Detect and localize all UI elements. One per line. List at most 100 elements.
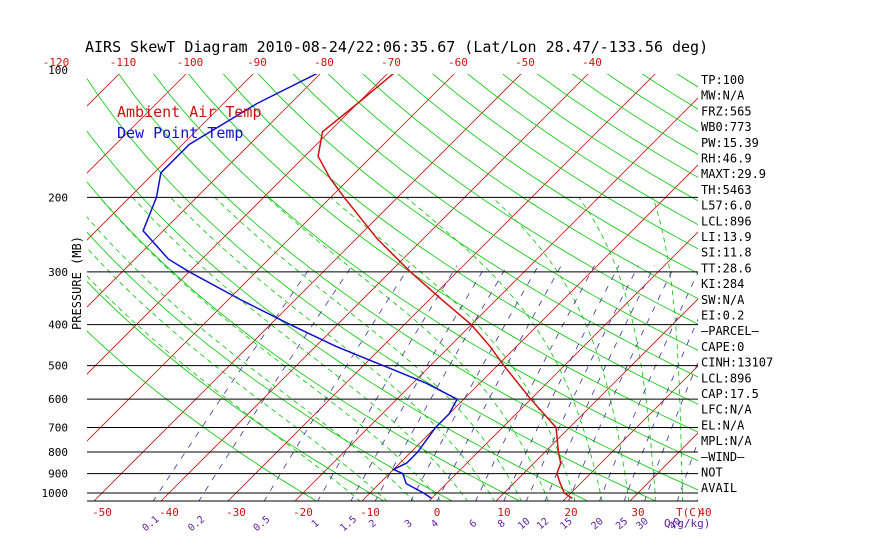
isotherm-line <box>830 70 870 502</box>
top-temp-tick-label: -60 <box>448 56 468 69</box>
pressure-tick-label: 600 <box>48 393 68 406</box>
pressure-tick-label: 500 <box>48 360 68 373</box>
index-label: KI:284 <box>701 277 744 291</box>
pressure-tick-label: 800 <box>48 446 68 459</box>
isotherm-line <box>87 74 254 241</box>
mixing-ratio-tick-label: 2 <box>367 518 379 530</box>
mixing-ratio-line <box>623 318 698 501</box>
dry-adiabat-line <box>257 74 698 378</box>
top-temp-tick-label: -40 <box>582 56 602 69</box>
pressure-tick-label: 400 <box>48 319 68 332</box>
pressure-ticks: 100 200 300 400 500 600 700 800 900 1000 <box>42 64 69 500</box>
index-label: WB0:773 <box>701 120 752 134</box>
mixing-ratio-tick-label: 1 <box>310 518 322 530</box>
bottom-temp-tick-label: -40 <box>159 506 179 519</box>
mixing-ratio-line <box>544 265 655 501</box>
index-label: SW:N/A <box>701 293 745 307</box>
mixing-ratio-axis-label: Q(g/kg) <box>664 517 710 530</box>
mixing-ratio-line <box>317 265 458 501</box>
mixing-ratio-line <box>475 265 595 501</box>
moist-adiabat-line <box>214 197 522 501</box>
x-axis-label: T(C) <box>676 506 703 519</box>
isotherm-line <box>763 70 870 502</box>
mixing-ratio-tick-label: 12 <box>535 516 551 532</box>
dry-adiabat-line <box>467 74 698 226</box>
isobars <box>87 196 698 502</box>
index-label: FRZ:565 <box>701 104 752 118</box>
index-label: NOT <box>701 466 723 480</box>
bottom-temp-tick-label: 0 <box>434 506 441 519</box>
mixing-ratio-tick-label: 20 <box>589 516 605 532</box>
isotherm-line <box>294 97 698 501</box>
moist-adiabat-line <box>99 197 442 501</box>
isotherm-line <box>87 74 455 442</box>
bottom-temp-tick-label: -30 <box>226 506 246 519</box>
isotherm-line <box>227 74 656 501</box>
mixing-ratio-line <box>568 265 676 501</box>
mixing-ratio-tick-label: 6 <box>468 518 480 530</box>
index-label: CINH:13107 <box>701 356 773 370</box>
index-label: SI:11.8 <box>701 246 752 260</box>
index-label: CAPE:0 <box>701 340 744 354</box>
mixing-ratio-line <box>436 265 562 501</box>
index-label: —WIND— <box>701 450 745 464</box>
mixing-ratio-line <box>599 271 698 501</box>
top-temp-tick-label: -120 <box>43 56 70 69</box>
isotherm-line <box>562 365 698 501</box>
dry-adiabat-line <box>153 74 698 462</box>
pressure-tick-label: 1000 <box>42 487 69 500</box>
index-label: MAXT:29.9 <box>701 167 766 181</box>
index-label: MPL:N/A <box>701 434 752 448</box>
mixing-ratio-tick-label: 4 <box>429 518 441 530</box>
dry-adiabat-line <box>432 74 698 250</box>
index-label: LCL:896 <box>701 214 752 228</box>
dry-adiabat-line <box>502 74 698 202</box>
mixing-ratio-line <box>374 265 508 501</box>
isotherm-line <box>87 74 120 107</box>
pressure-tick-label: 300 <box>48 266 68 279</box>
index-label: TP:100 <box>701 73 744 87</box>
index-label: LFC:N/A <box>701 403 752 417</box>
isotherm-line <box>87 74 321 308</box>
index-label: CAP:17.5 <box>701 387 759 401</box>
index-label: TT:28.6 <box>701 261 752 275</box>
index-label: —PARCEL— <box>701 324 760 338</box>
series-lines <box>142 74 573 500</box>
mixing-ratio-tick-label: 0.5 <box>252 514 273 534</box>
mixing-ratio-line <box>350 265 487 501</box>
mixing-ratio-tick-label: 8 <box>496 518 508 530</box>
bottom-temp-tick-label: -20 <box>293 506 313 519</box>
dry-adiabat-line <box>292 74 698 351</box>
mixing-ratio-tick-label: 10 <box>516 516 532 532</box>
index-label: EL:N/A <box>701 418 745 432</box>
mixing-ratio-tick-label: 1.5 <box>338 514 359 534</box>
ambient-air-temp-line <box>317 74 573 500</box>
bottom-temp-tick-label: -10 <box>360 506 380 519</box>
top-temp-tick-label: -70 <box>381 56 401 69</box>
mixing-ratio-line <box>263 265 411 501</box>
legend-ambient-air-temp: Ambient Air Temp <box>117 103 262 121</box>
top-temp-tick-label: -90 <box>247 56 267 69</box>
isotherm-line <box>0 70 56 502</box>
index-label: MW:N/A <box>701 89 745 103</box>
mixing-ratio-tick-label: 3 <box>403 518 415 530</box>
bottom-temp-tick-label: 30 <box>631 506 644 519</box>
bottom-temp-tick-label: -50 <box>92 506 112 519</box>
moist-adiabat-line <box>87 247 388 501</box>
dry-adiabat-line <box>362 74 698 299</box>
top-temp-tick-label: -100 <box>177 56 204 69</box>
y-axis-label: PRESSURE (MB) <box>70 236 84 330</box>
isotherm-line <box>495 298 698 501</box>
bottom-temp-ticks: -50 -40 -30 -20 -10 0 10 20 30 40 <box>92 506 712 519</box>
isotherm-line <box>160 74 589 501</box>
dew-point-temp-line <box>142 74 459 500</box>
index-label: PW:15.39 <box>701 136 759 150</box>
index-label: TH:5463 <box>701 183 752 197</box>
pressure-tick-label: 100 <box>48 64 68 77</box>
moist-adiabat-line <box>87 275 361 501</box>
top-temp-tick-label: -110 <box>110 56 137 69</box>
mixing-ratio-line <box>503 265 620 501</box>
top-temp-tick-label: -80 <box>314 56 334 69</box>
